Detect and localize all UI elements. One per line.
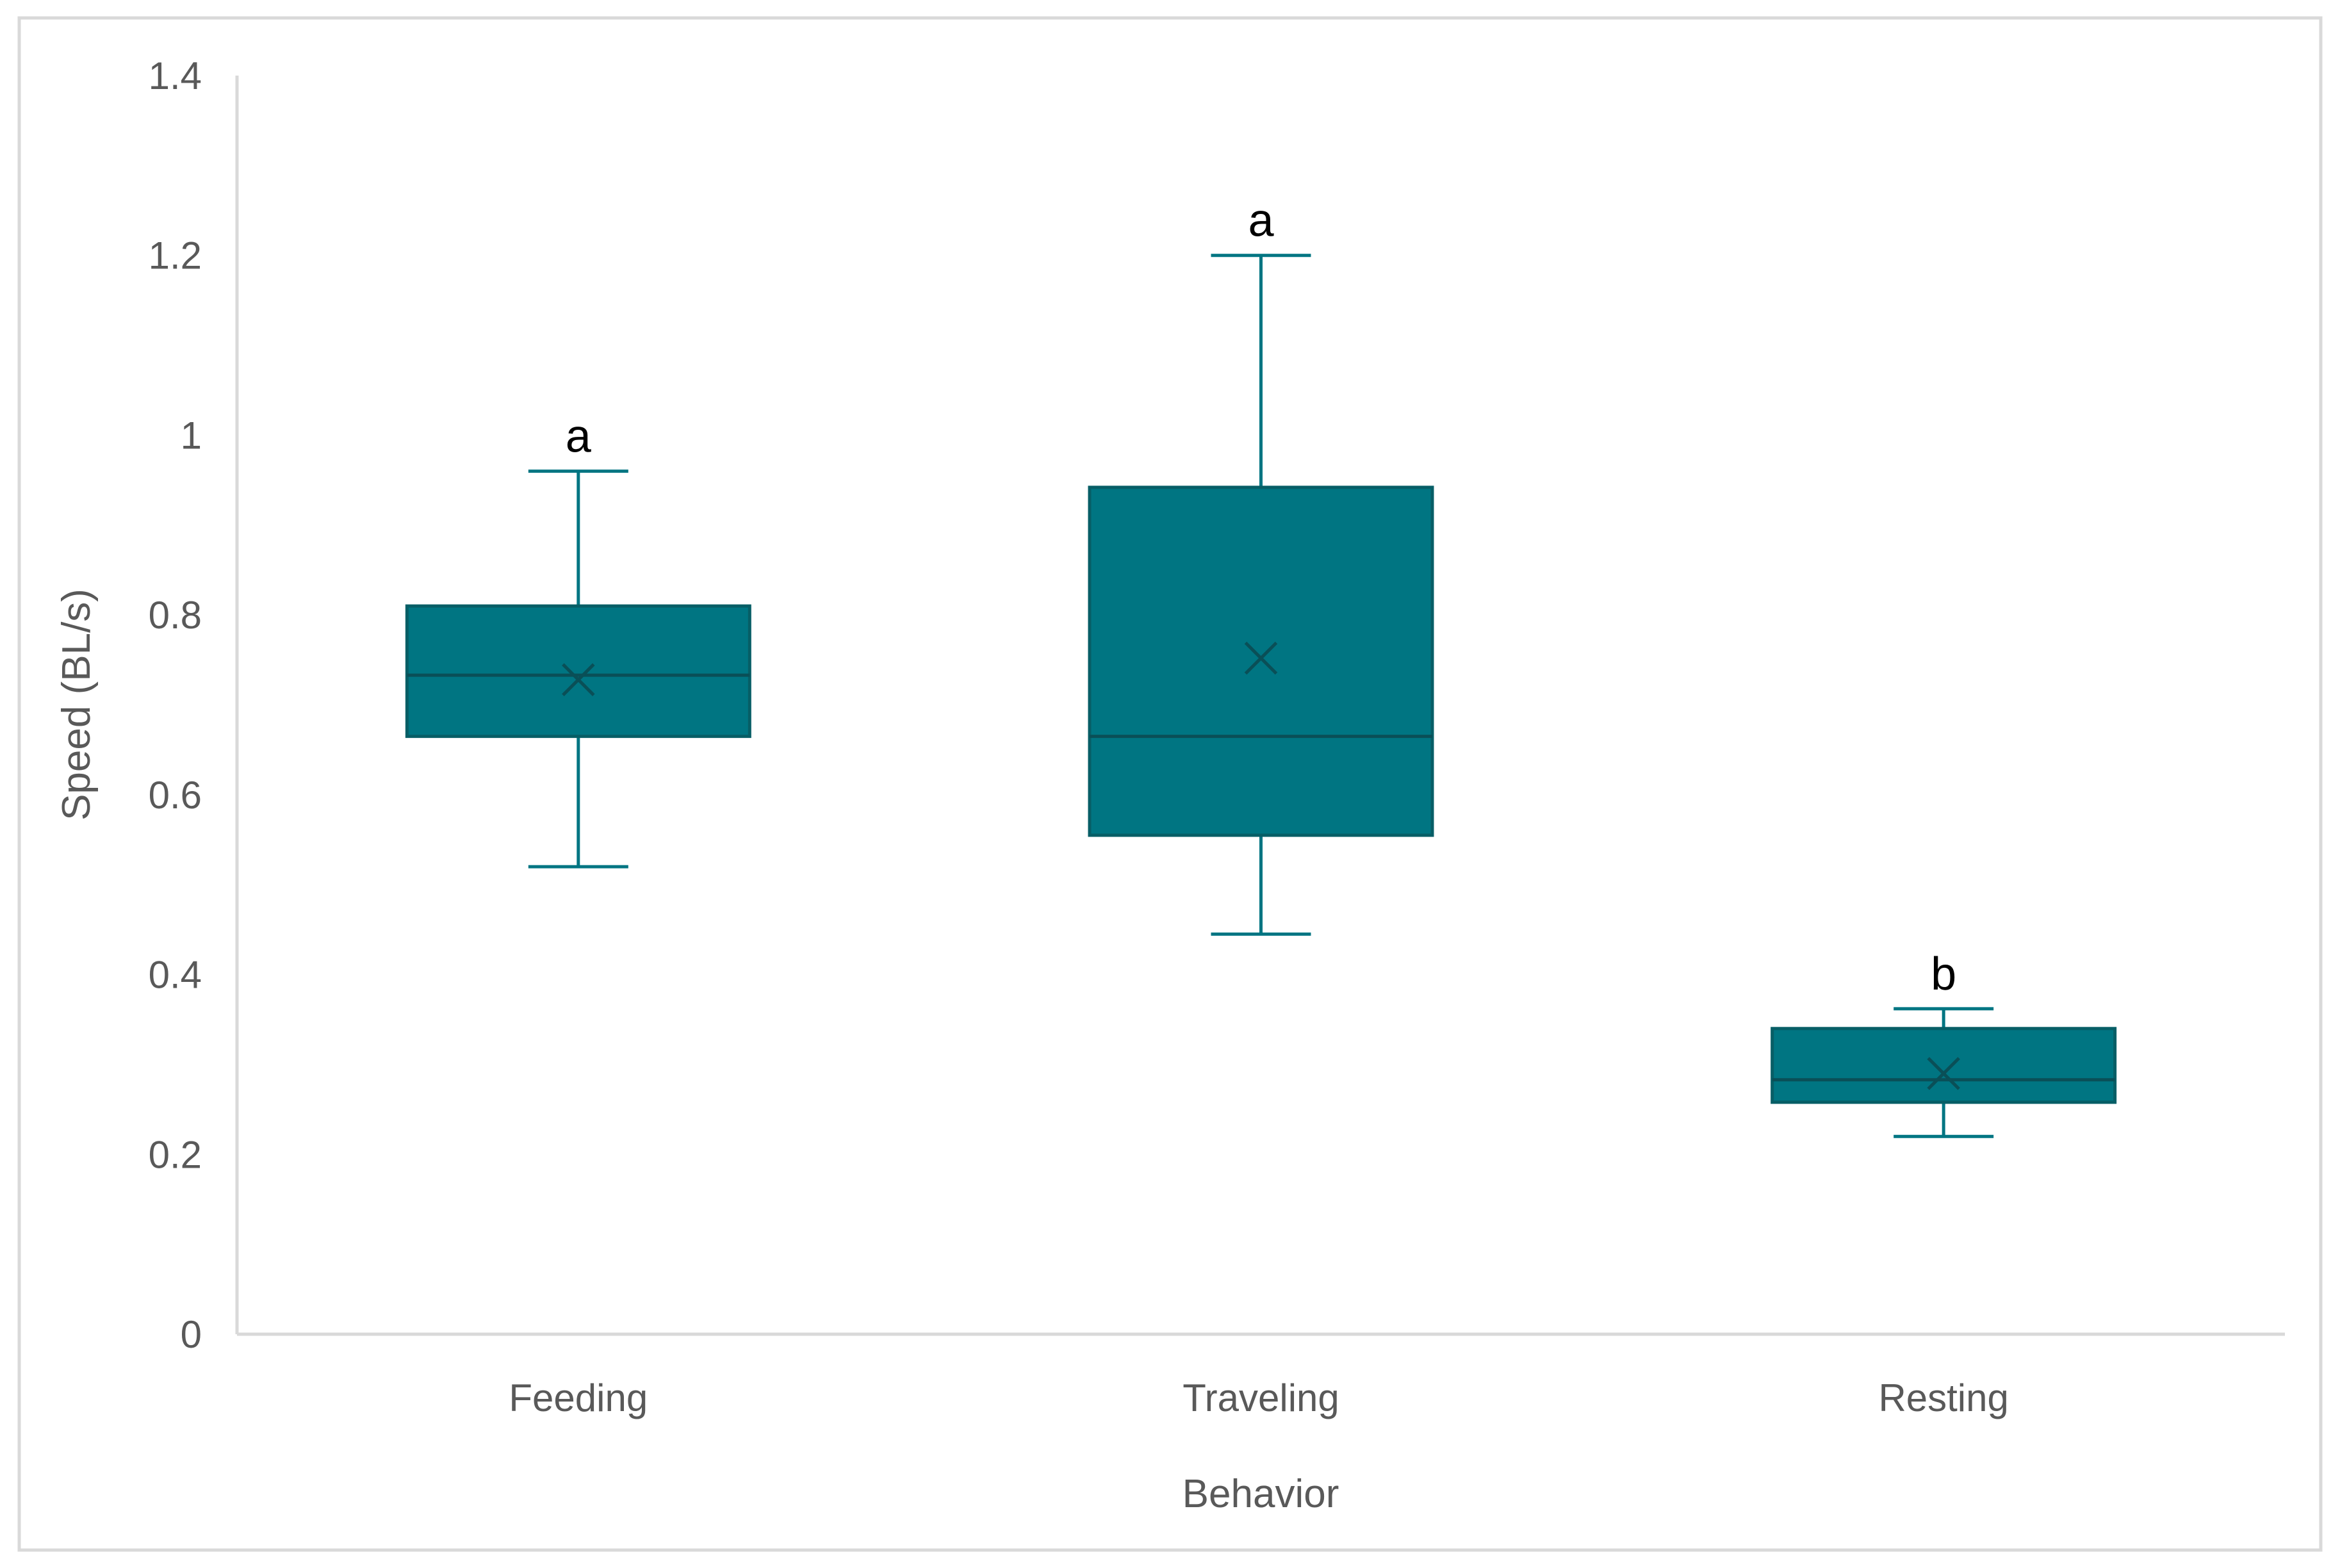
y-tick-label: 0.4 bbox=[149, 954, 202, 997]
mean-marker bbox=[562, 663, 595, 696]
x-tick-label: Resting bbox=[1878, 1376, 2008, 1419]
box-resting: b bbox=[1771, 949, 2117, 1138]
box-traveling: a bbox=[1088, 195, 1434, 936]
significance-label: a bbox=[1248, 195, 1274, 247]
y-tick-label: 0.2 bbox=[149, 1133, 202, 1176]
y-tick-label: 0.6 bbox=[149, 774, 202, 817]
box-feeding: a bbox=[405, 411, 751, 869]
significance-label: b bbox=[1931, 949, 1956, 1000]
x-axis-title: Behavior bbox=[1182, 1472, 1339, 1516]
iqr-box bbox=[1088, 486, 1434, 837]
x-tick-label: Traveling bbox=[1182, 1376, 1339, 1419]
iqr-box bbox=[1771, 1027, 2117, 1104]
mean-marker bbox=[1927, 1057, 1960, 1090]
y-axis-title: Speed (BL/s) bbox=[54, 589, 99, 821]
iqr-box bbox=[405, 604, 751, 739]
y-tick-label: 1 bbox=[181, 414, 202, 457]
x-tick-label: Feeding bbox=[509, 1376, 648, 1419]
y-tick-label: 1.4 bbox=[149, 54, 202, 97]
significance-label: a bbox=[566, 411, 592, 462]
x-axis: Feeding Traveling Resting bbox=[509, 1376, 2008, 1419]
y-axis: 0 0.2 0.4 0.6 0.8 1 1.2 1.4 bbox=[149, 54, 202, 1356]
y-tick-label: 0.8 bbox=[149, 594, 202, 637]
box-series: a a b bbox=[405, 195, 2117, 1138]
mean-marker bbox=[1244, 641, 1278, 675]
y-tick-label: 1.2 bbox=[149, 234, 202, 277]
y-tick-label: 0 bbox=[181, 1313, 202, 1356]
